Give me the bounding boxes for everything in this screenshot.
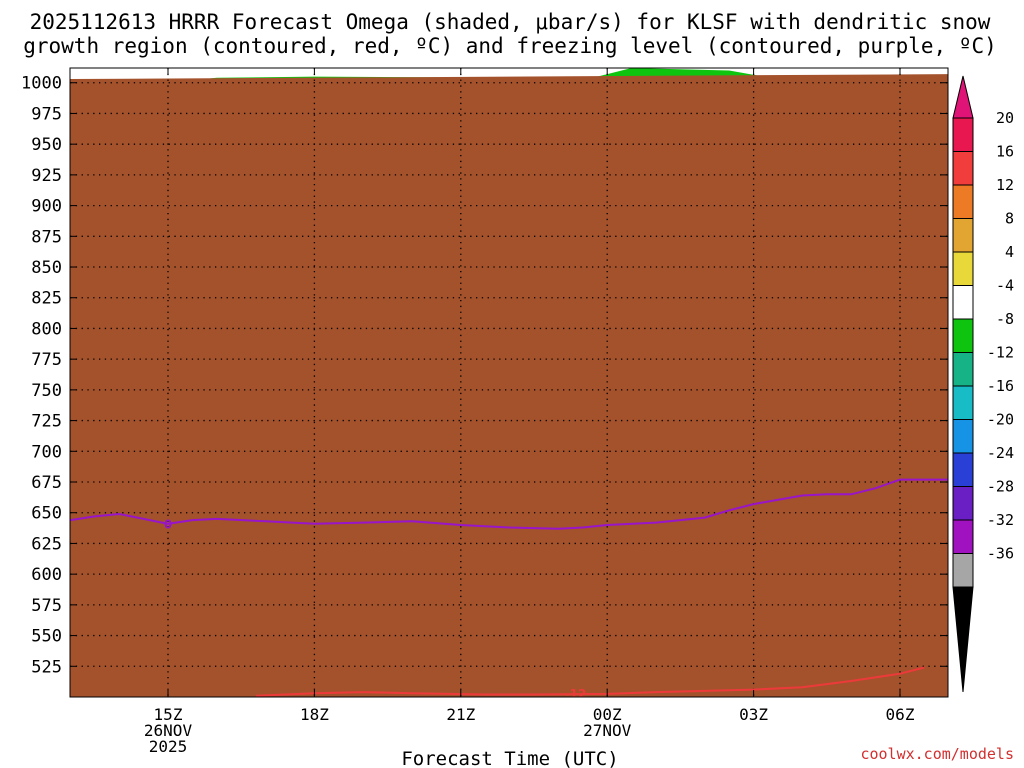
y-tick-label-975: 975: [31, 104, 62, 124]
colorbar-bin-5: [952, 285, 974, 320]
colorbar-label-0: 20: [996, 109, 1014, 127]
plot-frame: [69, 67, 949, 698]
y-tick-label-800: 800: [31, 319, 62, 339]
colorbar-label-12: -32: [987, 511, 1014, 529]
y-tick-label-875: 875: [31, 227, 62, 247]
y-tick-label-950: 950: [31, 135, 62, 155]
colorbar-label-7: -12: [987, 344, 1014, 362]
y-axis: 525 550 575 600 625 650 675 700 725 750 775 800 825 8…: [21, 74, 948, 677]
colorbar-bin-1: [952, 151, 974, 186]
x-tick-label-3-2: 2025: [149, 737, 188, 756]
x-tick-label-3-0: 15Z: [154, 705, 183, 724]
y-tick-label-775: 775: [31, 350, 62, 370]
y-tick-label-650: 650: [31, 504, 62, 524]
freezing-contour-label: 0: [164, 517, 172, 531]
colorbar-label-3: 8: [1005, 210, 1014, 228]
y-tick-label-675: 675: [31, 473, 62, 493]
colorbar-bin-11: [952, 486, 974, 521]
dendritic-contour-label: -12: [565, 687, 587, 701]
colorbar-bin-8: [952, 385, 974, 420]
colorbar-label-5: -4: [996, 277, 1014, 295]
credit-text: coolwx.com/models: [860, 745, 1014, 763]
colorbar-bin-7: [952, 352, 974, 387]
colorbar-bin-6: [952, 318, 974, 353]
y-tick-label-925: 925: [31, 166, 62, 186]
omega-shaded-regions: [70, 68, 948, 697]
colorbar-label-9: -20: [987, 411, 1014, 429]
x-tick-label-12-1: 27NOV: [583, 721, 632, 740]
x-tick-label-18-0: 06Z: [886, 705, 915, 724]
chart-title-line-2: growth region (contoured, red, ºC) and f…: [23, 34, 997, 58]
colorbar-top-triangle: [952, 75, 974, 119]
y-tick-label-525: 525: [31, 657, 62, 677]
x-tick-label-3-1: 26NOV: [144, 721, 193, 740]
y-tick-label-625: 625: [31, 534, 62, 554]
y-tick-label-1000: 1000: [21, 74, 62, 94]
x-tick-label-9-0: 21Z: [446, 705, 475, 724]
colorbar-label-1: 16: [996, 143, 1014, 161]
x-tick-label-15-0: 03Z: [739, 705, 768, 724]
chart-title-line-1: 2025112613 HRRR Forecast Omega (shaded, …: [30, 10, 991, 34]
colorbar-bin-4: [952, 251, 974, 286]
colorbar: 20 16 12 8 4 -4 -8 -12 -16 -20 -24 -28 -32 -36: [952, 75, 1014, 693]
contour-lines: -12 0: [70, 478, 948, 701]
y-tick-label-600: 600: [31, 565, 62, 585]
colorbar-label-11: -28: [987, 478, 1014, 496]
colorbar-bin-12: [952, 519, 974, 554]
y-tick-label-550: 550: [31, 627, 62, 647]
ground-surface: [70, 74, 948, 697]
colorbar-label-10: -24: [987, 444, 1014, 462]
x-tick-label-12-0: 00Z: [593, 705, 622, 724]
y-tick-label-900: 900: [31, 197, 62, 217]
y-tick-label-725: 725: [31, 412, 62, 432]
dendritic-contour-line: [255, 666, 925, 697]
colorbar-label-6: -8: [996, 310, 1014, 328]
y-tick-label-700: 700: [31, 442, 62, 462]
colorbar-bin-3: [952, 218, 974, 253]
x-axis-title: Forecast Time (UTC): [401, 748, 618, 768]
colorbar-bin-2: [952, 184, 974, 219]
grid-lines: [70, 68, 948, 697]
y-tick-label-850: 850: [31, 258, 62, 278]
colorbar-label-4: 4: [1005, 243, 1014, 261]
colorbar-bin-13: [952, 553, 974, 588]
colorbar-bottom-triangle: [952, 586, 974, 693]
colorbar-label-13: -36: [987, 545, 1014, 563]
x-tick-label-6-0: 18Z: [300, 705, 329, 724]
colorbar-bin-9: [952, 419, 974, 454]
freezing-level-contour-line: [70, 478, 948, 530]
y-tick-label-750: 750: [31, 381, 62, 401]
colorbar-bin-0: [952, 117, 974, 152]
y-tick-label-825: 825: [31, 289, 62, 309]
colorbar-label-8: -16: [987, 377, 1014, 395]
colorbar-bin-10: [952, 452, 974, 487]
colorbar-label-2: 12: [996, 176, 1014, 194]
y-tick-label-575: 575: [31, 596, 62, 616]
